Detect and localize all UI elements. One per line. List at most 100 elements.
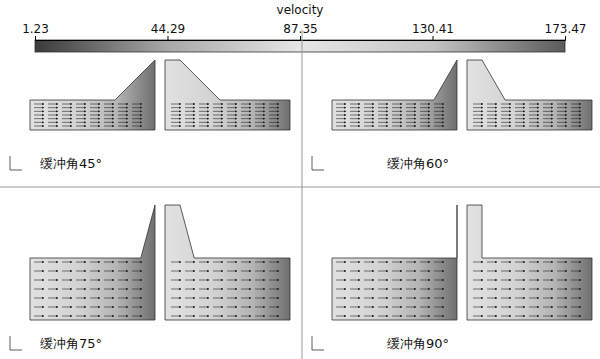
flow-arrow: [350, 104, 360, 105]
flow-arrow: [241, 115, 251, 116]
tick: 44.29: [151, 22, 185, 40]
flow-arrow: [118, 104, 128, 105]
flow-arrow: [34, 316, 44, 317]
flow-arrow: [118, 111, 128, 112]
flow-arrow: [557, 298, 567, 299]
flow-arrow: [515, 107, 525, 108]
flow-arrow: [227, 307, 237, 308]
flow-arrow: [336, 115, 346, 116]
flow-arrow: [171, 111, 181, 112]
colorbar: [35, 40, 565, 52]
flow-arrow: [132, 289, 142, 290]
flow-arrow: [336, 298, 346, 299]
flow-arrow: [473, 118, 483, 119]
flow-arrow: [515, 289, 525, 290]
flow-arrow: [255, 126, 265, 127]
flow-arrow: [255, 115, 265, 116]
inlet-domain: [332, 205, 457, 320]
flow-arrow: [213, 111, 223, 112]
flow-arrow: [213, 104, 223, 105]
flow-arrow: [48, 115, 58, 116]
flow-arrow: [34, 115, 44, 116]
flow-arrow: [473, 316, 483, 317]
flow-arrow: [571, 122, 581, 123]
flow-arrow: [34, 289, 44, 290]
flow-arrow: [227, 118, 237, 119]
flow-arrow: [434, 307, 444, 308]
flow-arrow: [76, 271, 86, 272]
flow-arrow: [171, 107, 181, 108]
flow-arrow: [336, 111, 346, 112]
panel-title: 缓冲角45°: [40, 156, 102, 171]
flow-arrow: [255, 298, 265, 299]
flow-arrow: [350, 122, 360, 123]
flow-arrow: [473, 262, 483, 263]
flow-arrow: [406, 289, 416, 290]
flow-arrow: [336, 280, 346, 281]
flow-arrow: [90, 289, 100, 290]
flow-arrow: [364, 271, 374, 272]
flow-arrow: [241, 280, 251, 281]
flow-arrow: [132, 111, 142, 112]
flow-arrow: [132, 298, 142, 299]
flow-arrow: [255, 118, 265, 119]
flow-arrow: [364, 316, 374, 317]
flow-arrow: [213, 271, 223, 272]
flow-arrow: [336, 289, 346, 290]
flow-arrow: [350, 126, 360, 127]
flow-arrow: [269, 111, 279, 112]
flow-arrow: [171, 298, 181, 299]
flow-arrow: [62, 107, 72, 108]
flow-arrow: [48, 298, 58, 299]
flow-arrow: [571, 115, 581, 116]
flow-arrow: [227, 280, 237, 281]
flow-arrow: [34, 111, 44, 112]
flow-arrow: [76, 280, 86, 281]
flow-arrow: [76, 107, 86, 108]
flow-arrow: [34, 126, 44, 127]
flow-arrow: [185, 262, 195, 263]
flow-arrow: [48, 118, 58, 119]
flow-arrow: [269, 107, 279, 108]
flow-arrow: [571, 104, 581, 105]
separator: [0, 187, 600, 188]
tick-mark: [565, 36, 566, 40]
flow-arrow: [185, 271, 195, 272]
flow-arrow: [241, 307, 251, 308]
flow-arrow: [90, 126, 100, 127]
flow-arrow: [171, 271, 181, 272]
flow-arrow: [241, 271, 251, 272]
flow-arrow: [199, 298, 209, 299]
flow-arrow: [185, 289, 195, 290]
flow-arrow: [473, 122, 483, 123]
flow-arrow: [571, 289, 581, 290]
flow-arrow: [420, 289, 430, 290]
flow-arrow: [434, 107, 444, 108]
flow-arrow: [185, 126, 195, 127]
flow-arrow: [392, 307, 402, 308]
flow-arrow: [378, 118, 388, 119]
flow-arrow: [227, 262, 237, 263]
flow-arrow: [529, 126, 539, 127]
flow-arrow: [515, 126, 525, 127]
flow-arrow: [171, 262, 181, 263]
flow-arrow: [241, 111, 251, 112]
inlet-domain: [332, 60, 457, 130]
flow-arrow: [501, 289, 511, 290]
flow-arrow: [350, 111, 360, 112]
flow-arrow: [48, 107, 58, 108]
flow-arrow: [90, 298, 100, 299]
flow-arrow: [378, 107, 388, 108]
figure: velocity1.2344.2987.35130.41173.47缓冲角45°…: [0, 0, 600, 359]
panel: 缓冲角45°: [10, 60, 290, 171]
colorbar-axis-line: [36, 36, 566, 41]
flow-arrow: [76, 104, 86, 105]
flow-arrow: [48, 280, 58, 281]
flow-arrow: [34, 122, 44, 123]
flow-arrow: [543, 289, 553, 290]
flow-arrow: [350, 316, 360, 317]
flow-arrow: [515, 111, 525, 112]
axis-triad: [10, 336, 11, 350]
flow-arrow: [571, 118, 581, 119]
flow-arrow: [62, 111, 72, 112]
